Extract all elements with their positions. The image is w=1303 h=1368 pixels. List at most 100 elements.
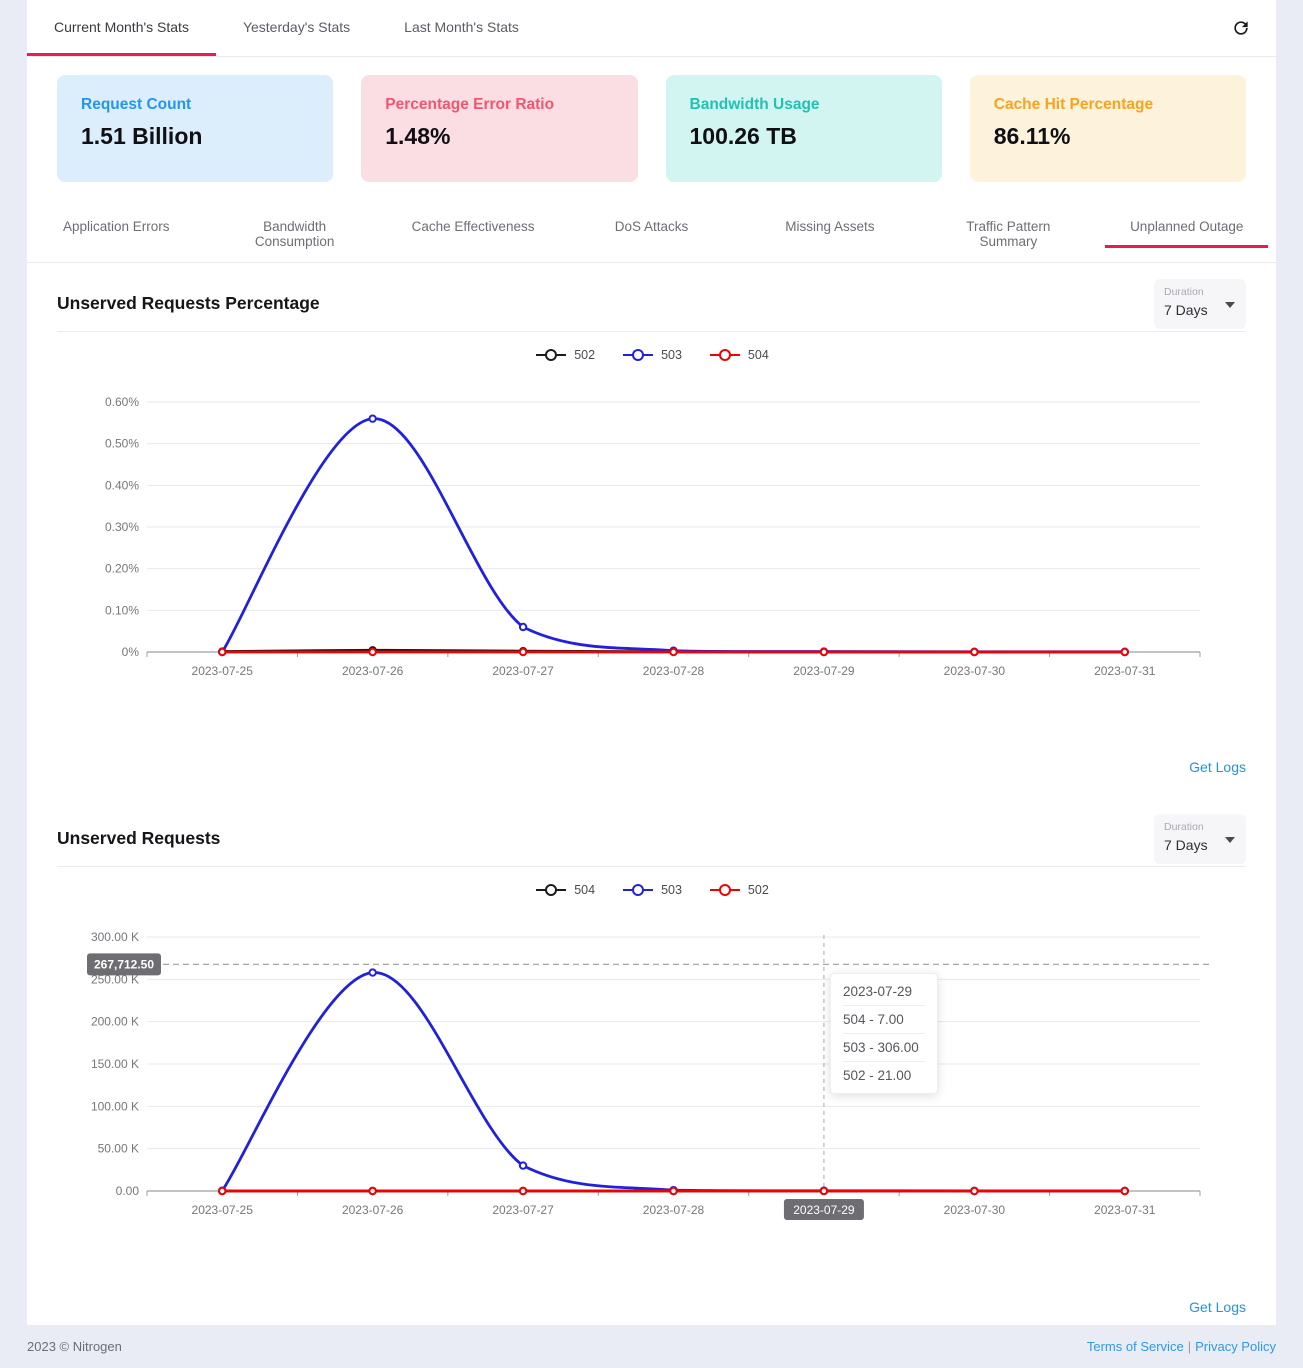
stat-value: 86.11% [993,123,1071,149]
tab-bandwidth-consumption[interactable]: Bandwidth Consumption [205,205,383,262]
tab-unplanned-outage[interactable]: Unplanned Outage [1098,205,1276,262]
get-logs-link[interactable]: Get Logs [1189,1299,1246,1315]
tab-label: Application Errors [62,219,170,234]
legend-item-503[interactable]: 503 [621,883,682,897]
chart-legend: 504 503 502 [57,881,1246,899]
legend-marker-503 [623,884,654,896]
stat-card-error-ratio: Percentage Error Ratio 1.48% [361,75,638,182]
tab-dos-attacks[interactable]: DoS Attacks [562,205,740,262]
y-axis-label: 0.20% [105,562,139,576]
tab-traffic-pattern-summary[interactable]: Traffic Pattern Summary [919,205,1097,262]
stat-card-bandwidth-usage: Bandwidth Usage 100.26 TB [665,75,942,182]
tab-label: DoS Attacks [614,219,689,234]
x-axis-label-highlighted: 2023-07-29 [793,1203,855,1217]
refresh-button[interactable] [1226,13,1256,43]
tab-application-errors[interactable]: Application Errors [27,205,205,262]
legend-marker-504 [709,349,740,361]
tooltip-row: 502 - 21.00 [843,1061,925,1089]
stat-value: 1.48% [385,123,451,149]
legend-label: 503 [661,883,682,897]
y-axis-label: 0.30% [105,520,139,534]
legend-item-504[interactable]: 504 [534,883,595,897]
legend-label: 504 [574,883,596,897]
tab-last-months-stats[interactable]: Last Month's Stats [377,0,546,56]
x-axis-label: 2023-07-30 [944,1203,1006,1217]
tab-current-months-stats[interactable]: Current Month's Stats [27,0,216,56]
legend-item-502[interactable]: 502 [534,348,595,362]
legend-label: 502 [747,883,769,897]
data-point-504 [669,647,678,657]
refresh-icon [1234,21,1248,35]
legend-marker-502 [709,884,740,896]
y-axis-label: 0.50% [105,437,139,451]
data-point-504 [518,647,528,657]
terms-of-service-link[interactable]: Terms of Service [1086,1339,1184,1354]
tab-label: Current Month's Stats [54,18,189,35]
chart-section-unserved-requests: Unserved Requests Duration 7 Days 504 503… [27,811,1276,1317]
x-axis-label: 2023-07-25 [192,1203,254,1217]
tab-yesterdays-stats[interactable]: Yesterday's Stats [216,0,377,56]
duration-select[interactable]: Duration 7 Days [1154,279,1246,329]
main-panel: Current Month's Stats Yesterday's Stats … [27,0,1276,1325]
x-axis-label: 2023-07-26 [342,664,404,678]
tab-label: Bandwidth Consumption [254,219,335,249]
duration-value: 7 Days [1164,837,1208,853]
legend-label: 502 [574,348,596,362]
tab-missing-assets[interactable]: Missing Assets [741,205,919,262]
stat-value: 1.51 Billion [81,123,203,149]
tab-label: Traffic Pattern Summary [966,219,1051,249]
stat-value: 100.26 TB [689,123,797,149]
y-axis-label: 300.00 K [91,930,139,944]
data-point-502 [218,1186,227,1196]
report-tab-bar: Application Errors Bandwidth Consumption… [27,205,1276,263]
chart-title: Unserved Requests [57,828,221,848]
data-point-503 [368,414,377,423]
stat-cards-row: Request Count 1.51 Billion Percentage Er… [27,57,1276,182]
chart-canvas: 0% 0.10% 0.20% 0.30% 0.40% 0.50% 0.60% 2023-07-… [105,395,1201,678]
legend-label: 503 [661,348,682,362]
stat-label: Percentage Error Ratio [385,96,555,113]
y-value-badge [87,953,161,976]
x-axis-label: 2023-07-28 [643,1203,705,1217]
y-axis-label: 250.00 K [91,972,139,986]
legend-item-503[interactable]: 503 [621,348,682,362]
y-value-badge-label: 267,712.50 [94,957,154,971]
chart-title: Unserved Requests Percentage [57,293,320,313]
y-axis-label: 200.00 K [91,1015,139,1029]
x-axis-label: 2023-07-29 [793,664,855,678]
tooltip-row: 503 - 306.00 [843,1033,925,1061]
y-axis-label: 50.00 K [98,1142,139,1156]
x-axis-label: 2023-07-31 [1094,664,1156,678]
y-axis-label: 0.60% [105,395,139,409]
footer: 2023 © Nitrogen Terms of Service | Privacy… [0,1325,1303,1368]
privacy-policy-link[interactable]: Privacy Policy [1195,1339,1276,1354]
tab-label: Yesterday's Stats [242,18,351,35]
data-point-503 [518,622,528,632]
legend-item-504[interactable]: 504 [708,348,769,362]
data-point-504 [970,647,979,657]
legend-marker-502 [536,349,567,361]
stat-card-request-count: Request Count 1.51 Billion [57,75,334,182]
chart-legend: 502 503 504 [57,346,1246,364]
duration-select[interactable]: Duration 7 Days [1154,814,1246,864]
get-logs-link[interactable]: Get Logs [1189,759,1246,775]
x-axis-label: 2023-07-25 [192,664,254,678]
legend-label: 504 [747,348,769,362]
legend-marker-504 [536,884,567,896]
tooltip-date: 2023-07-29 [843,984,913,999]
data-point-502 [970,1186,979,1196]
line-chart-unserved-requests-percentage: 0% 0.10% 0.20% 0.30% 0.40% 0.50% 0.60% 2023-07-… [57,374,1246,689]
data-point-504 [819,647,829,657]
data-point-502 [1120,1186,1129,1196]
data-point-502 [368,1186,377,1196]
tab-cache-effectiveness[interactable]: Cache Effectiveness [384,205,562,262]
legend-item-502[interactable]: 502 [708,883,769,897]
legend-marker-503 [623,349,654,361]
tab-label: Last Month's Stats [404,18,519,35]
y-axis-label: 0.10% [105,603,139,617]
duration-label: Duration [1164,286,1204,298]
chart-canvas: 0.00 50.00 K 100.00 K 150.00 K 200.00 K 250.0… [87,930,1211,1220]
x-axis-label: 2023-07-28 [643,664,705,678]
chevron-down-icon [1225,837,1235,843]
stat-label: Request Count [81,96,192,113]
